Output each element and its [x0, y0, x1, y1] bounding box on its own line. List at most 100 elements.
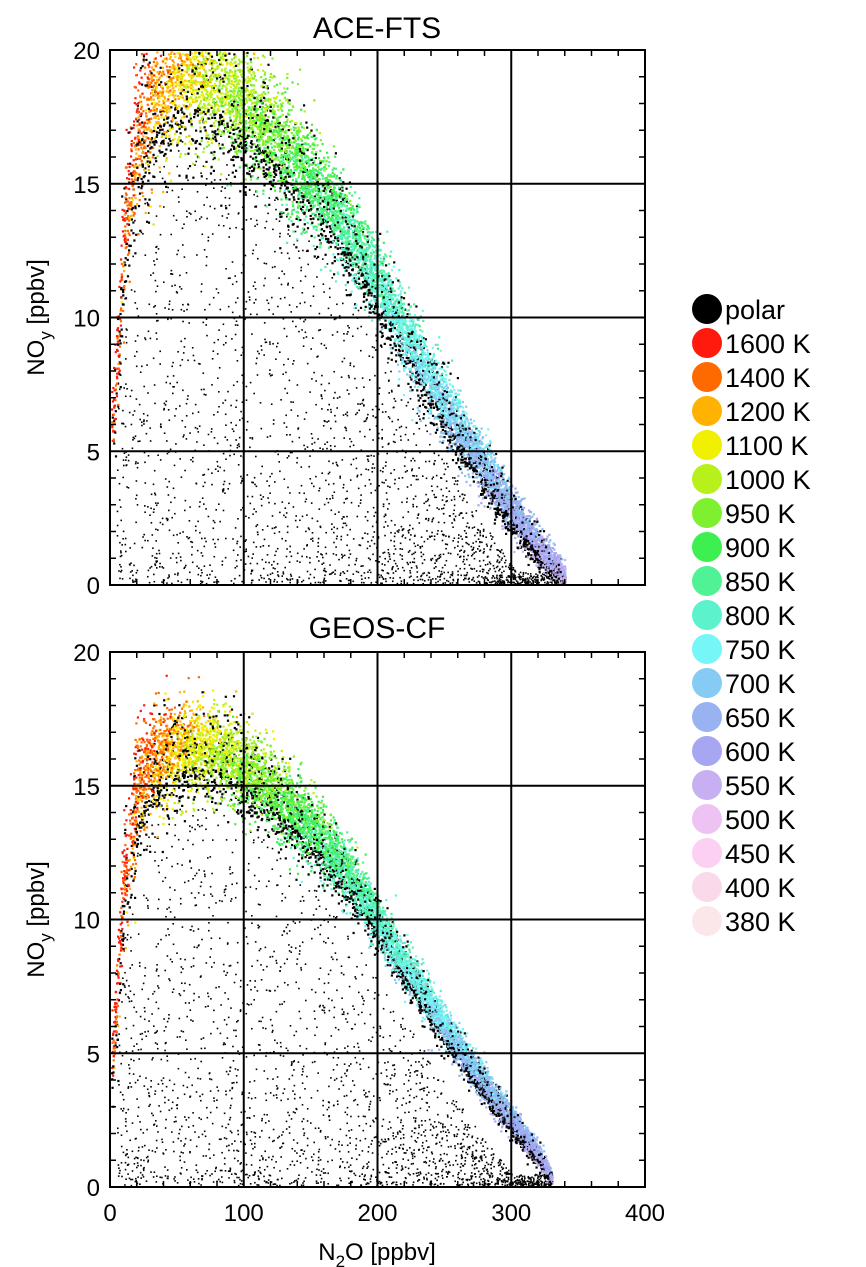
- polar-point: [333, 318, 336, 321]
- polar-point: [313, 441, 316, 444]
- polar-point: [135, 398, 138, 400]
- data-point: [143, 123, 146, 126]
- polar-point: [293, 360, 295, 362]
- data-point: [363, 308, 366, 311]
- polar-point: [518, 577, 521, 580]
- polar-point: [257, 533, 259, 536]
- polar-point: [240, 354, 243, 356]
- polar-point: [466, 501, 468, 504]
- polar-point: [409, 398, 412, 400]
- polar-point: [224, 492, 226, 494]
- polar-point: [253, 302, 255, 304]
- polar-point: [406, 470, 408, 472]
- polar-point: [144, 505, 146, 507]
- polar-point: [306, 545, 308, 547]
- polar-point: [388, 553, 391, 556]
- polar-point: [418, 427, 421, 430]
- polar-point: [291, 451, 293, 454]
- polar-point: [369, 571, 372, 574]
- polar-point: [367, 460, 370, 462]
- polar-point: [338, 315, 341, 317]
- data-point: [324, 239, 327, 242]
- polar-point: [311, 537, 314, 540]
- polar-point: [155, 215, 158, 217]
- data-point: [314, 164, 317, 167]
- polar-point: [367, 511, 369, 513]
- data-point: [128, 165, 131, 169]
- data-point: [136, 179, 139, 182]
- data-point: [539, 550, 542, 553]
- polar-point: [213, 521, 216, 524]
- polar-point: [172, 361, 174, 364]
- polar-point: [429, 443, 431, 446]
- data-point: [116, 377, 119, 380]
- polar-point: [222, 343, 225, 346]
- polar-point: [234, 567, 237, 569]
- polar-point: [315, 403, 317, 406]
- polar-point: [482, 528, 485, 531]
- polar-point: [290, 555, 293, 558]
- polar-point: [271, 527, 274, 530]
- polar-point: [238, 445, 241, 448]
- data-point: [421, 388, 425, 391]
- polar-point: [411, 469, 413, 472]
- polar-point: [437, 521, 440, 524]
- polar-point: [525, 572, 527, 574]
- polar-point: [143, 423, 145, 425]
- data-point: [149, 205, 152, 208]
- polar-point: [357, 505, 360, 507]
- data-point: [212, 87, 215, 90]
- data-point: [526, 543, 529, 546]
- data-point: [379, 323, 382, 326]
- polar-point: [387, 508, 389, 510]
- polar-point: [438, 554, 441, 557]
- polar-point: [162, 567, 165, 569]
- polar-point: [312, 337, 314, 339]
- polar-point: [487, 579, 489, 582]
- polar-point: [452, 578, 454, 581]
- data-point: [471, 476, 475, 479]
- data-point: [157, 97, 160, 100]
- data-point: [296, 138, 299, 141]
- polar-point: [172, 552, 174, 555]
- data-point: [432, 352, 435, 355]
- data-point: [464, 457, 468, 460]
- data-point: [375, 260, 378, 263]
- data-point: [218, 82, 221, 85]
- polar-point: [126, 486, 128, 488]
- polar-point: [225, 178, 228, 180]
- polar-point: [433, 538, 436, 541]
- polar-point: [182, 244, 184, 246]
- polar-point: [379, 555, 381, 558]
- panel-title-ace-fts: ACE-FTS: [313, 12, 441, 45]
- polar-point: [200, 290, 203, 293]
- data-point: [277, 116, 280, 119]
- polar-point: [328, 460, 330, 463]
- polar-point: [210, 431, 213, 433]
- data-point: [548, 541, 551, 544]
- polar-point: [221, 564, 224, 566]
- polar-point: [318, 487, 321, 490]
- data-point: [116, 327, 120, 330]
- data-point: [312, 162, 315, 165]
- polar-point: [209, 205, 211, 208]
- data-point: [160, 81, 163, 84]
- data-point: [269, 75, 272, 79]
- polar-point: [281, 575, 283, 577]
- data-point: [374, 254, 377, 257]
- polar-point: [411, 553, 413, 556]
- polar-point: [167, 577, 169, 579]
- data-point: [250, 68, 253, 71]
- polar-point: [314, 581, 317, 584]
- polar-point: [359, 403, 361, 405]
- data-point: [442, 424, 445, 427]
- polar-point: [414, 495, 417, 498]
- polar-point: [172, 386, 174, 388]
- polar-point: [412, 474, 414, 477]
- polar-point: [125, 383, 127, 385]
- data-point: [261, 106, 264, 109]
- polar-point: [496, 549, 498, 551]
- polar-point: [241, 228, 244, 230]
- data-point: [507, 526, 510, 529]
- data-point: [232, 145, 235, 148]
